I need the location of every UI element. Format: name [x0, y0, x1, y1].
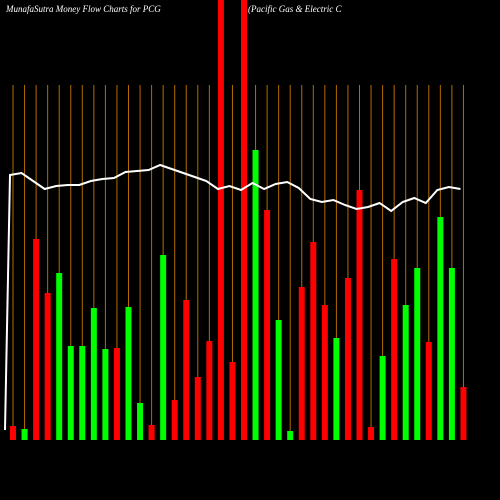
- bar: [344, 278, 351, 440]
- bar: [414, 268, 421, 440]
- bar: [437, 217, 444, 440]
- bar: [402, 305, 409, 440]
- chart-title: MunafaSutra Money Flow Charts for PCG: [5, 4, 161, 14]
- chart-subtitle: (Pacific Gas & Electric C: [248, 4, 342, 14]
- bar: [79, 346, 86, 440]
- bar: [90, 308, 97, 440]
- bar: [21, 429, 28, 440]
- bar: [183, 300, 190, 440]
- bar: [252, 150, 259, 440]
- bar: [241, 0, 247, 440]
- bar: [137, 403, 144, 440]
- bar: [113, 348, 120, 440]
- bar: [368, 427, 375, 440]
- bars: [10, 0, 467, 440]
- bar: [171, 400, 178, 440]
- bar: [333, 338, 340, 440]
- bar: [217, 0, 224, 440]
- money-flow-line: [4, 163, 461, 431]
- bar: [10, 426, 16, 440]
- bar: [391, 259, 398, 440]
- bar: [425, 342, 432, 440]
- bar: [148, 425, 155, 440]
- bar: [56, 273, 63, 440]
- bar: [102, 349, 109, 440]
- bar: [448, 268, 455, 440]
- bar: [460, 387, 467, 440]
- bar: [310, 242, 317, 440]
- bar: [229, 362, 236, 440]
- bar: [264, 210, 271, 440]
- bar: [67, 346, 74, 440]
- bar: [356, 190, 363, 440]
- bar: [206, 341, 213, 440]
- bar: [287, 431, 294, 440]
- bar: [298, 287, 305, 440]
- bar: [321, 305, 328, 440]
- bar: [44, 293, 51, 440]
- bar: [160, 255, 167, 440]
- bar: [275, 320, 282, 440]
- bar: [194, 377, 201, 440]
- bar: [33, 239, 40, 440]
- bar: [125, 307, 132, 440]
- bar: [379, 356, 386, 440]
